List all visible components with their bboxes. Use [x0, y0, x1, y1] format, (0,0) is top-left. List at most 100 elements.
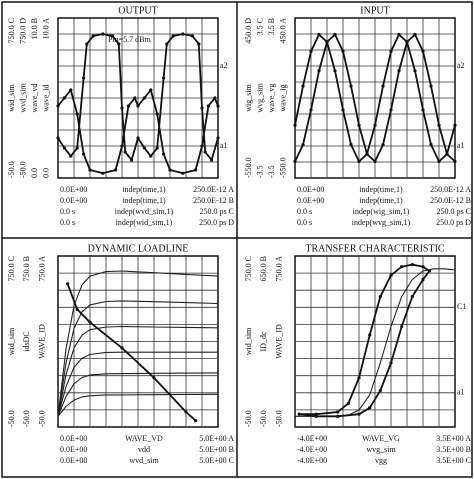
- x-min-label: 0.0 s: [60, 207, 75, 216]
- point-marker: [69, 154, 73, 158]
- y-top-label: 10.0 A: [41, 18, 50, 40]
- point-marker: [413, 32, 417, 37]
- point-marker: [200, 144, 204, 148]
- point-marker: [413, 69, 417, 73]
- y-name-label: wid_sim: [244, 327, 253, 355]
- point-marker: [301, 84, 305, 88]
- y-top-label: 650.0 B: [259, 256, 268, 281]
- point-marker: [162, 152, 166, 156]
- x-min-label: 0.0E+00: [60, 196, 87, 205]
- point-marker: [405, 40, 409, 44]
- x-max-label: 250.0E-12 B: [193, 196, 234, 205]
- y-bottom-label: -50.0: [22, 410, 31, 427]
- x-name-label: indep(wvg_sim,1): [352, 218, 411, 227]
- y-top-label: 750.0 C: [7, 18, 16, 43]
- x-min-label: 0.0 s: [297, 207, 312, 216]
- point-marker: [357, 123, 361, 127]
- x-min-label: 0.0 s: [297, 218, 312, 227]
- point-marker: [165, 42, 169, 46]
- y-bottom-label: -550.0: [278, 157, 287, 178]
- point-marker: [126, 104, 130, 108]
- x-min-label: 0.0E+00: [60, 434, 87, 443]
- point-marker: [75, 112, 79, 116]
- point-marker: [437, 159, 441, 164]
- point-marker: [190, 34, 194, 38]
- point-marker: [162, 76, 166, 80]
- point-marker: [56, 104, 60, 108]
- point-marker: [336, 410, 340, 414]
- x-max-label: 250.0 ps D: [436, 218, 471, 227]
- x-min-label: 0.0E+00: [60, 456, 87, 465]
- point-marker: [168, 168, 172, 172]
- y-bottom-label: -3.5: [255, 165, 264, 178]
- point-marker: [333, 69, 337, 73]
- point-marker: [421, 265, 425, 269]
- point-marker: [142, 96, 146, 100]
- point-marker: [429, 84, 433, 88]
- y-name-label: wvd_sim: [18, 83, 27, 113]
- point-marker: [378, 389, 382, 393]
- point-marker: [368, 333, 372, 337]
- point-marker: [69, 88, 73, 92]
- y-top-label: 750.0 B: [22, 256, 31, 281]
- curve: [299, 263, 431, 418]
- point-marker: [341, 108, 345, 112]
- point-marker: [142, 146, 146, 150]
- x-max-label: 250.0E-12 B: [430, 196, 471, 205]
- x-name-label: wvd_sim: [129, 456, 159, 465]
- x-min-label: -4.0E+00: [297, 456, 327, 465]
- y-name-label: WAVE_ID: [37, 324, 46, 359]
- y-bottom-label: -50.0: [7, 161, 16, 178]
- y-name-label: wave_vd: [30, 84, 39, 113]
- y-bottom-label: 0.0: [41, 168, 50, 178]
- point-marker: [293, 159, 297, 164]
- y-top-label: 750.0 C: [7, 256, 16, 281]
- point-marker: [357, 412, 361, 416]
- x-name-label: indep(wig_sim,1): [353, 207, 410, 216]
- point-marker: [152, 376, 156, 380]
- point-marker: [381, 84, 385, 88]
- y-name-label: ID_dc: [259, 331, 268, 351]
- point-marker: [210, 158, 214, 162]
- point-marker: [200, 106, 204, 110]
- point-marker: [397, 69, 401, 73]
- y-name-label: wave_ig: [278, 84, 287, 111]
- trace-marker-label: a1: [457, 141, 465, 150]
- point-marker: [194, 418, 198, 423]
- point-marker: [445, 152, 449, 156]
- trace-marker-label: a1: [457, 388, 465, 397]
- y-bottom-label: -550.0: [244, 157, 253, 178]
- x-min-label: 0.0 s: [60, 218, 75, 227]
- point-marker: [333, 32, 337, 37]
- y-bottom-label: -50.0: [18, 161, 27, 178]
- x-name-label: indep(wvd_sim,1): [115, 207, 174, 216]
- x-max-label: 250.0 ps D: [199, 218, 234, 227]
- trace-marker-label: a1: [220, 141, 228, 150]
- trace-marker-label: C1: [457, 302, 466, 311]
- point-marker: [397, 32, 401, 37]
- point-marker: [410, 295, 414, 299]
- y-top-label: 750.0 A: [37, 256, 46, 282]
- trace-marker-label: a2: [457, 61, 465, 70]
- point-marker: [317, 32, 321, 37]
- x-min-label: 0.0E+00: [297, 196, 324, 205]
- point-marker: [429, 143, 433, 147]
- x-max-label: 3.5E+00 B: [436, 445, 471, 454]
- point-marker: [216, 136, 220, 140]
- point-marker: [368, 406, 372, 410]
- point-marker: [400, 265, 404, 269]
- point-marker: [378, 295, 382, 299]
- point-marker: [120, 106, 124, 110]
- point-marker: [301, 143, 305, 147]
- x-min-label: 0.0E+00: [60, 185, 87, 194]
- point-marker: [203, 150, 207, 154]
- point-marker: [389, 108, 393, 112]
- x-name-label: vdd: [138, 445, 150, 454]
- y-top-label: 750.0 C: [244, 256, 253, 281]
- point-marker: [181, 171, 185, 175]
- point-marker: [82, 76, 86, 80]
- curve: [57, 372, 219, 417]
- point-marker: [88, 320, 92, 324]
- point-marker: [88, 168, 92, 172]
- point-marker: [123, 150, 127, 154]
